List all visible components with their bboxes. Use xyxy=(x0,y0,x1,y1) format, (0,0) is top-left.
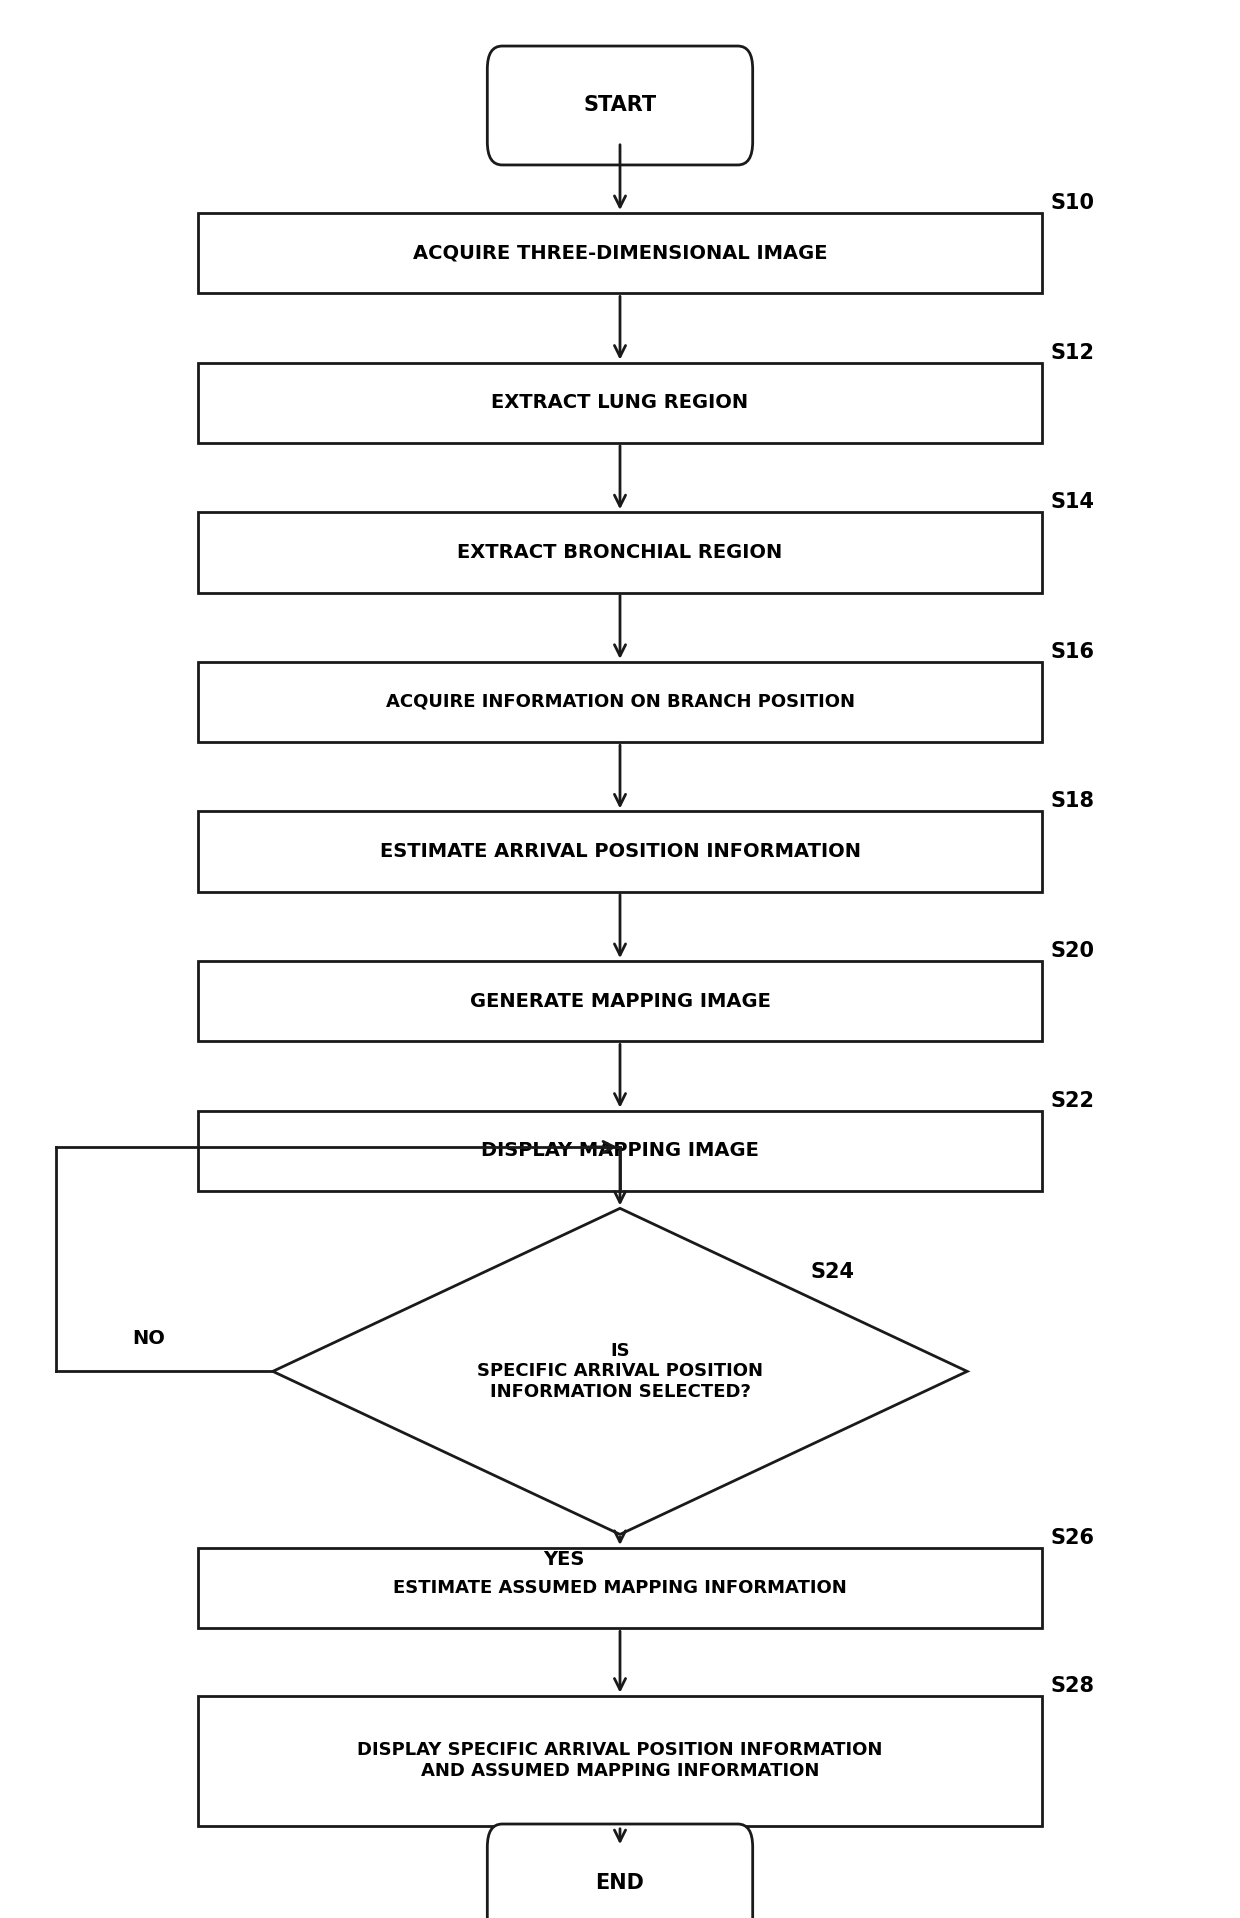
Text: S18: S18 xyxy=(1050,792,1094,811)
FancyBboxPatch shape xyxy=(198,213,1042,293)
FancyBboxPatch shape xyxy=(198,363,1042,443)
Text: S16: S16 xyxy=(1050,643,1094,662)
Text: S26: S26 xyxy=(1050,1529,1094,1548)
Text: YES: YES xyxy=(543,1550,585,1569)
FancyBboxPatch shape xyxy=(487,46,753,165)
Text: IS
SPECIFIC ARRIVAL POSITION
INFORMATION SELECTED?: IS SPECIFIC ARRIVAL POSITION INFORMATION… xyxy=(477,1341,763,1402)
FancyBboxPatch shape xyxy=(198,1111,1042,1191)
Text: ESTIMATE ARRIVAL POSITION INFORMATION: ESTIMATE ARRIVAL POSITION INFORMATION xyxy=(379,842,861,861)
Text: S12: S12 xyxy=(1050,343,1094,363)
FancyBboxPatch shape xyxy=(198,811,1042,892)
Text: DISPLAY SPECIFIC ARRIVAL POSITION INFORMATION
AND ASSUMED MAPPING INFORMATION: DISPLAY SPECIFIC ARRIVAL POSITION INFORM… xyxy=(357,1742,883,1780)
FancyBboxPatch shape xyxy=(198,662,1042,742)
Text: ACQUIRE INFORMATION ON BRANCH POSITION: ACQUIRE INFORMATION ON BRANCH POSITION xyxy=(386,692,854,712)
Text: S24: S24 xyxy=(811,1262,854,1281)
Polygon shape xyxy=(273,1208,967,1534)
Text: ESTIMATE ASSUMED MAPPING INFORMATION: ESTIMATE ASSUMED MAPPING INFORMATION xyxy=(393,1579,847,1598)
Text: EXTRACT LUNG REGION: EXTRACT LUNG REGION xyxy=(491,393,749,412)
Text: NO: NO xyxy=(133,1329,165,1348)
Text: START: START xyxy=(584,96,656,115)
Text: S28: S28 xyxy=(1050,1676,1094,1696)
Text: DISPLAY MAPPING IMAGE: DISPLAY MAPPING IMAGE xyxy=(481,1141,759,1160)
Text: S10: S10 xyxy=(1050,194,1094,213)
FancyBboxPatch shape xyxy=(198,1696,1042,1826)
FancyBboxPatch shape xyxy=(198,961,1042,1041)
Text: S20: S20 xyxy=(1050,942,1094,961)
FancyBboxPatch shape xyxy=(198,512,1042,593)
Text: S22: S22 xyxy=(1050,1091,1094,1111)
FancyBboxPatch shape xyxy=(198,1548,1042,1628)
Text: EXTRACT BRONCHIAL REGION: EXTRACT BRONCHIAL REGION xyxy=(458,543,782,562)
Text: END: END xyxy=(595,1874,645,1893)
Text: S14: S14 xyxy=(1050,493,1094,512)
Text: ACQUIRE THREE-DIMENSIONAL IMAGE: ACQUIRE THREE-DIMENSIONAL IMAGE xyxy=(413,244,827,263)
Text: GENERATE MAPPING IMAGE: GENERATE MAPPING IMAGE xyxy=(470,992,770,1011)
FancyBboxPatch shape xyxy=(487,1824,753,1918)
